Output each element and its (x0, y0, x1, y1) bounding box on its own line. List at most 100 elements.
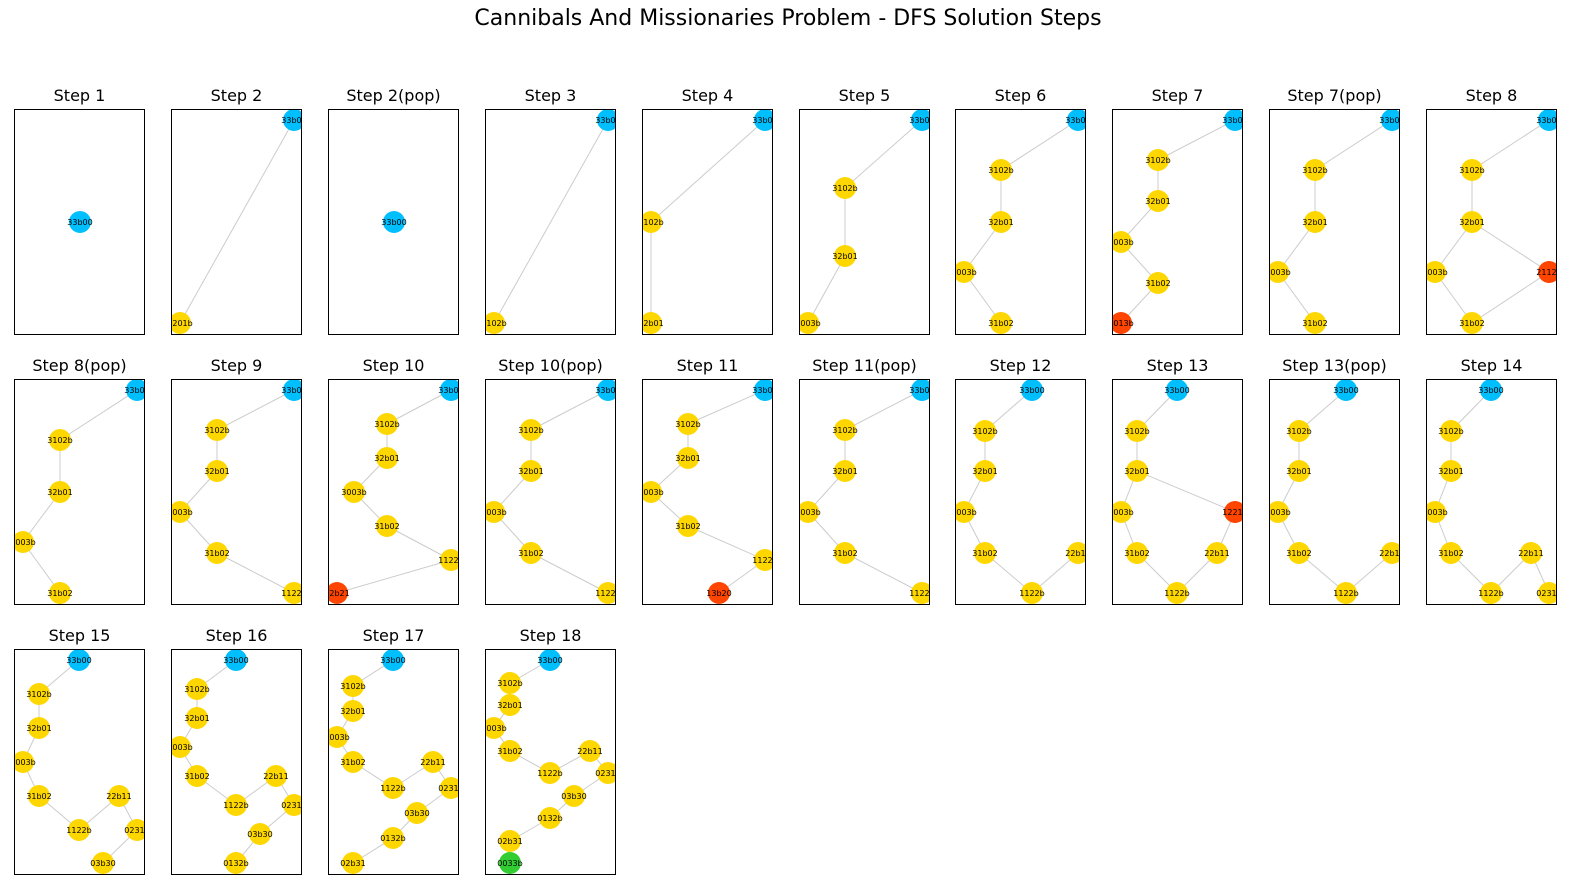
graph-edge (687, 389, 766, 425)
state-node (1381, 542, 1399, 564)
state-node (974, 542, 996, 564)
state-node (539, 807, 561, 829)
graph-edge (844, 552, 923, 594)
state-node-label: 3013b (1113, 319, 1134, 328)
state-node-label: 31b02 (340, 758, 365, 767)
step-title: Step 4 (681, 86, 734, 105)
state-node-label: 1122b (1164, 589, 1189, 598)
state-node-label: 3003b (800, 319, 821, 328)
step-panel: 33b00 3102b 32b01 3003b 31b02 1122b 22b11 1221b (1112, 379, 1243, 605)
graph-edge (336, 559, 452, 594)
state-node (597, 762, 615, 784)
state-node (800, 312, 819, 334)
state-node (329, 726, 348, 748)
state-node (956, 261, 975, 283)
state-node-label: 33b00 (1536, 116, 1557, 125)
state-node (643, 312, 662, 334)
state-node (911, 110, 929, 131)
state-node (1288, 542, 1310, 564)
graph-edge (1471, 271, 1550, 324)
state-node-label: 1122b (752, 556, 773, 565)
step-panel: 33b00 3102b 32b01 3003b 31b02 2112b (1426, 109, 1557, 335)
state-node-label: 33b00 (1379, 116, 1400, 125)
state-node (1538, 110, 1556, 131)
graph-svg: 33b00 3102b 32b01 3003b 31b02 3013b (1113, 110, 1242, 334)
state-node-label: 3102b (1302, 166, 1327, 175)
state-node-label: 31b02 (518, 549, 543, 558)
state-node (499, 852, 521, 874)
graph-svg: 33b00 3102b 32b01 3003b 31b02 1122b 22b11 (956, 380, 1085, 604)
state-node (69, 211, 91, 233)
state-node (1427, 261, 1446, 283)
state-node-label: 3003b (956, 268, 977, 277)
state-node-label: 32b01 (1145, 197, 1170, 206)
state-node-label: 3003b (1113, 508, 1134, 517)
state-node-label: 33b00 (438, 386, 459, 395)
step-title: Step 1 (53, 86, 106, 105)
state-node-label: 33b00 (752, 116, 773, 125)
graph-edge (1471, 119, 1550, 171)
state-node (597, 582, 615, 604)
state-node (1288, 460, 1310, 482)
state-node (172, 736, 191, 758)
state-node-label: 33b00 (1478, 386, 1503, 395)
state-node-label: 3003b (643, 488, 664, 497)
state-node (1270, 261, 1289, 283)
step-title: Step 11 (676, 356, 739, 375)
state-node (422, 751, 444, 773)
state-node-label: 3102b (204, 426, 229, 435)
state-node-label: 32b01 (832, 252, 857, 261)
state-node-label: 31b02 (1286, 549, 1311, 558)
state-node-label: 32b01 (972, 467, 997, 476)
graph-svg: 33b00 3102b 32b01 3003b 31b02 1122b 22b11 0231b… (486, 650, 615, 874)
state-node-label: 31b02 (204, 549, 229, 558)
step-panel: 33b00 3201b (171, 109, 302, 335)
step-title: Step 13 (1146, 356, 1209, 375)
state-node-label: 3102b (1124, 427, 1149, 436)
state-node (834, 177, 856, 199)
state-node-label: 22b11 (420, 758, 445, 767)
graph-edge (530, 389, 609, 431)
state-node-label: 31b02 (1438, 549, 1463, 558)
state-node-label: 3102b (1459, 166, 1484, 175)
state-node (225, 794, 247, 816)
step-title: Step 18 (519, 626, 582, 645)
step-title: Step 2 (210, 86, 263, 105)
state-node-label: 32b01 (1286, 467, 1311, 476)
state-node-label: 32b01 (1438, 467, 1463, 476)
step-title: Step 8(pop) (32, 356, 127, 375)
state-node-label: 0132b (223, 859, 248, 868)
state-node (342, 852, 364, 874)
state-node-label: 03b30 (90, 859, 115, 868)
graph-edge (386, 525, 452, 561)
state-node (1166, 380, 1188, 401)
graph-edge (179, 119, 295, 324)
state-node-label: 1122b (909, 589, 930, 598)
graph-edge (1471, 221, 1550, 273)
state-node (28, 683, 50, 705)
state-node-label: 33b00 (1019, 386, 1044, 395)
state-node (172, 501, 191, 523)
state-node-label: 0231b (438, 784, 459, 793)
state-node (206, 542, 228, 564)
state-node (539, 762, 561, 784)
state-node-label: 1122b (223, 801, 248, 810)
state-node-label: 32b01 (1459, 218, 1484, 227)
state-node-label: 33b00 (595, 116, 616, 125)
state-node (754, 549, 772, 571)
state-node (990, 211, 1012, 233)
state-node (1113, 231, 1132, 253)
state-node (834, 542, 856, 564)
state-node-label: 3003b (800, 508, 821, 517)
state-node (1461, 312, 1483, 334)
step-panel: 33b00 3102b 32b01 3003b (799, 109, 930, 335)
state-node (974, 420, 996, 442)
state-node (1147, 272, 1169, 294)
state-node (520, 419, 542, 441)
state-node (440, 380, 458, 401)
state-node-label: 3003b (329, 733, 350, 742)
state-node-label: 3003b (486, 724, 507, 733)
state-node-label: 3102b (988, 166, 1013, 175)
graph-svg: 33b00 3201b (172, 110, 301, 334)
